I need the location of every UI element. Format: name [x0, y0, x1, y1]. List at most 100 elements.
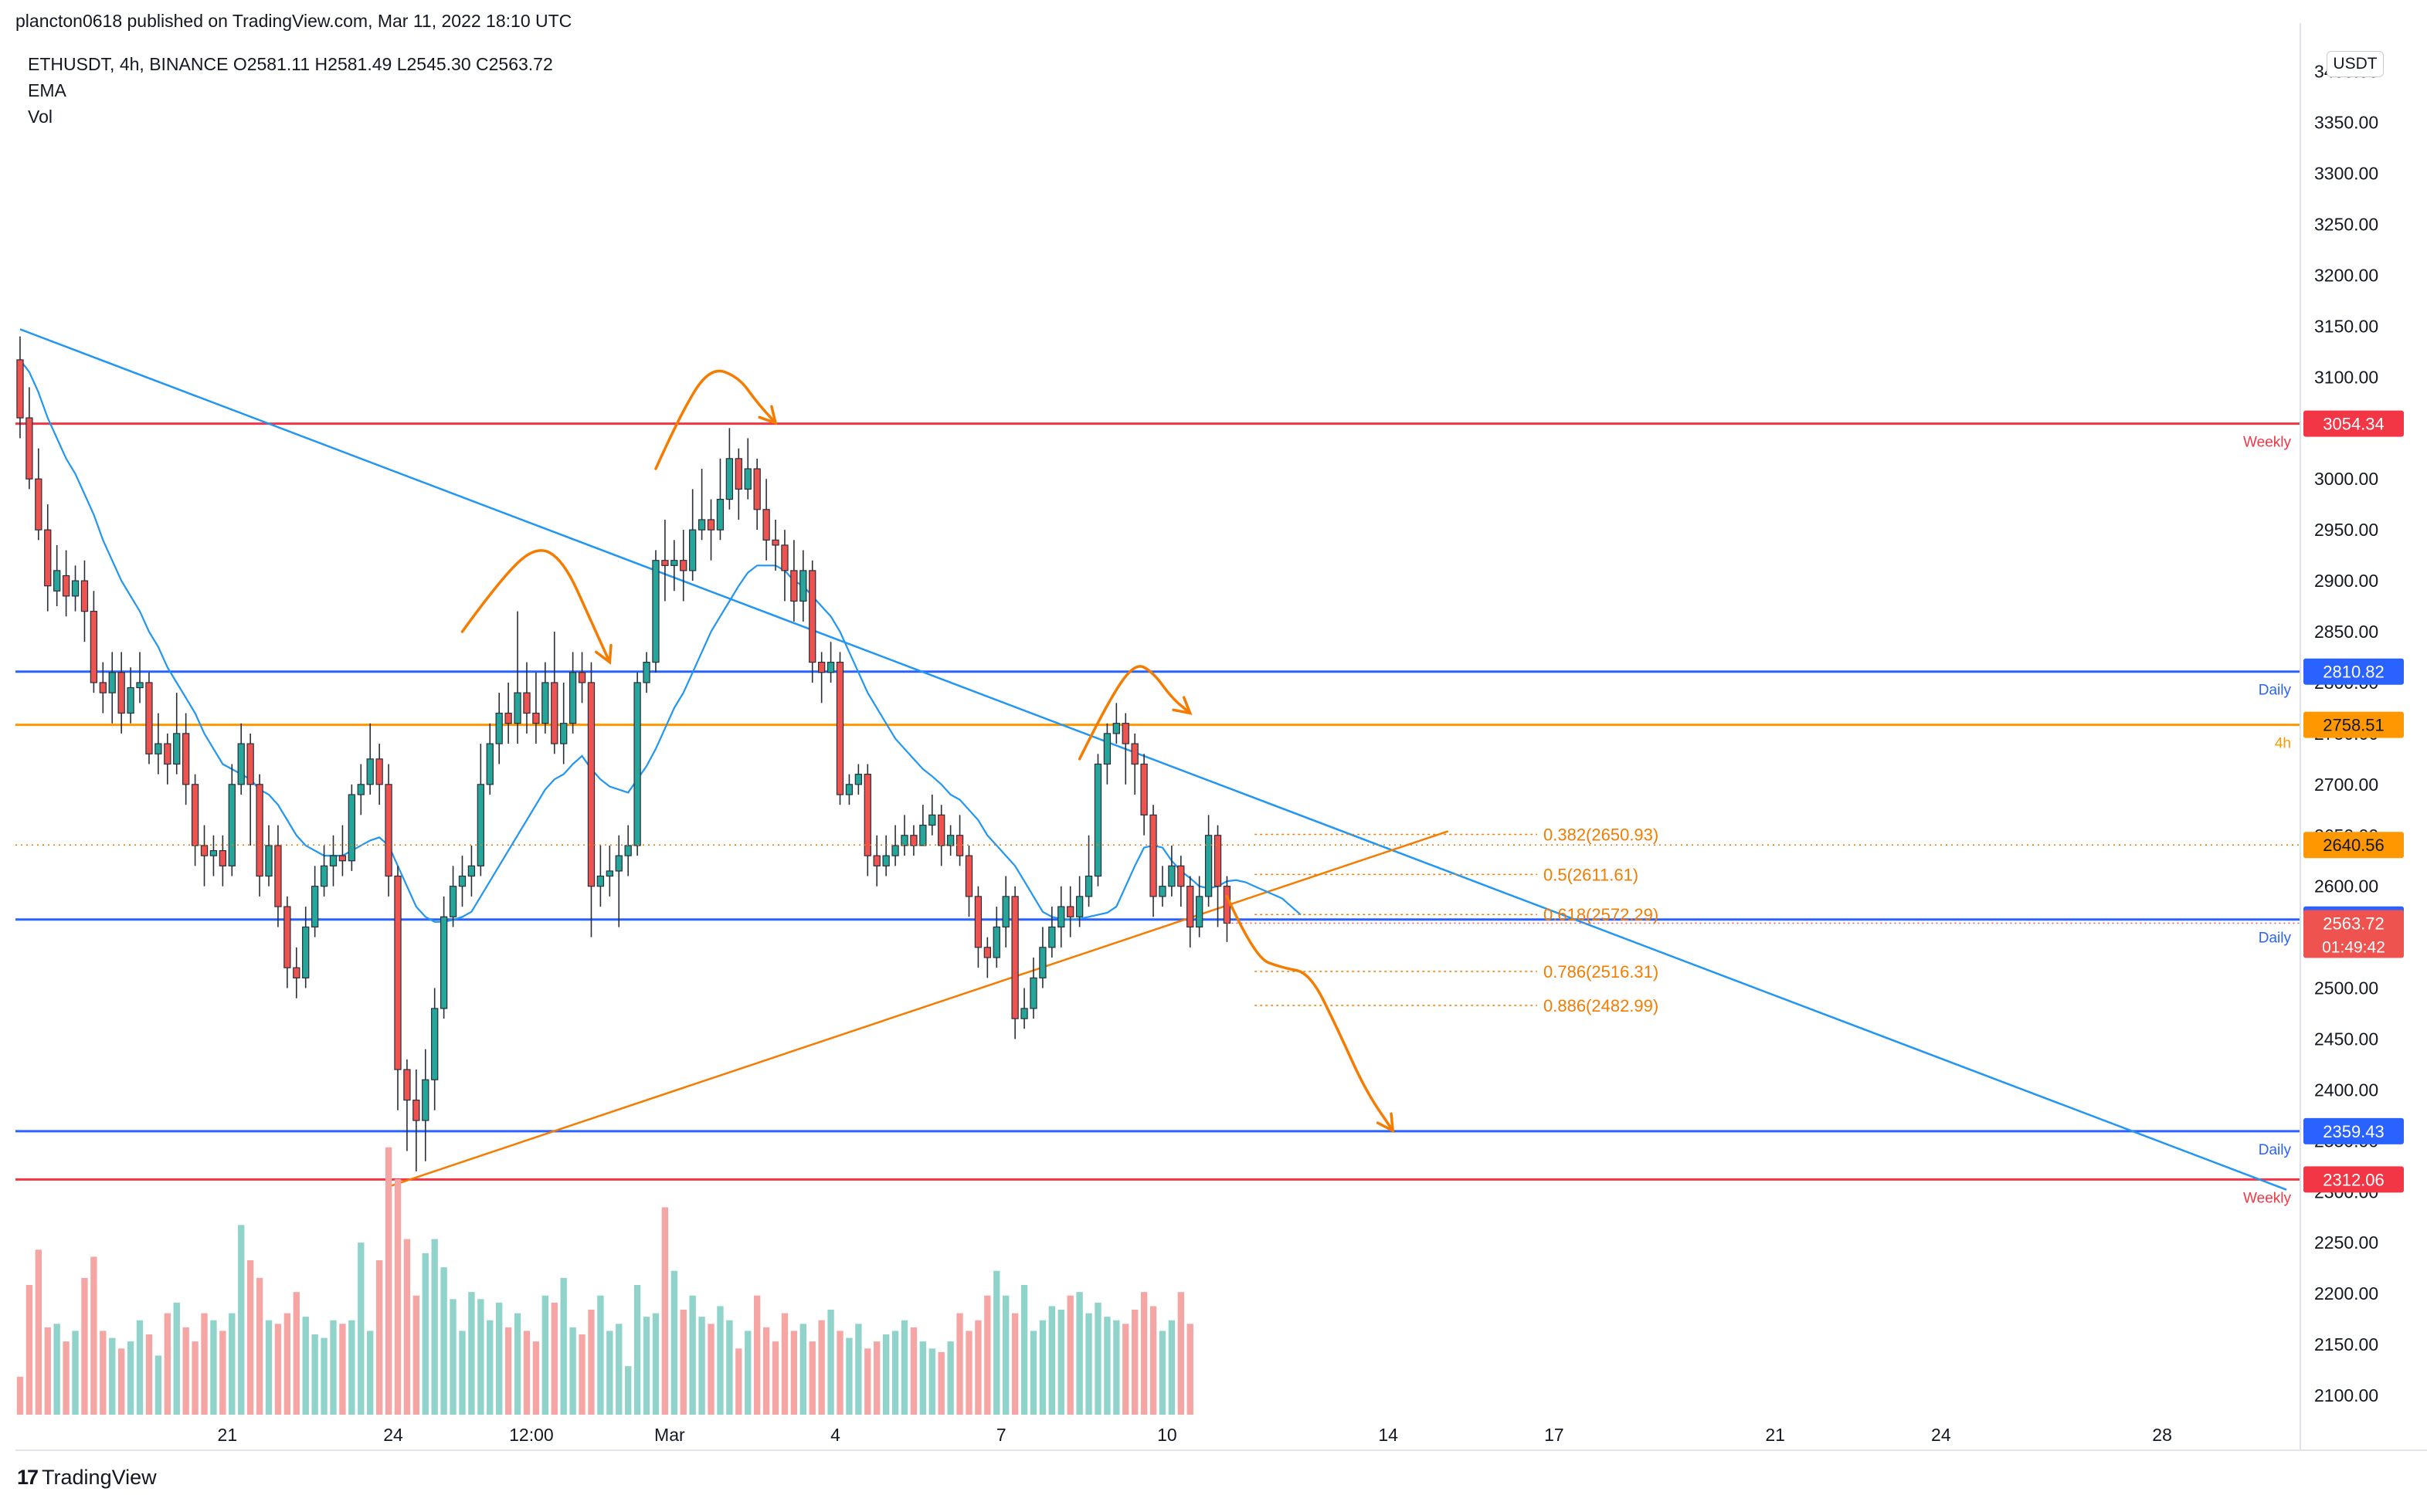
candle[interactable] — [698, 469, 706, 541]
candle[interactable] — [938, 805, 945, 866]
candle[interactable] — [200, 825, 209, 887]
candle[interactable] — [1030, 958, 1037, 1019]
candle[interactable] — [707, 499, 715, 561]
candle[interactable] — [117, 652, 125, 734]
candle[interactable] — [1131, 733, 1139, 795]
candle[interactable] — [809, 560, 816, 683]
candle[interactable] — [403, 1059, 411, 1151]
candle[interactable] — [716, 458, 725, 541]
candle[interactable] — [256, 774, 263, 897]
candle[interactable] — [1002, 876, 1010, 948]
candle[interactable] — [431, 988, 439, 1110]
symbol-ohlc-legend[interactable]: ETHUSDT, 4h, BINANCE O2581.11 H2581.49 L… — [28, 54, 553, 74]
candle[interactable] — [1177, 856, 1185, 907]
candle[interactable] — [514, 611, 521, 744]
candle[interactable] — [219, 835, 227, 887]
candle[interactable] — [1223, 876, 1231, 942]
candle[interactable] — [1186, 876, 1194, 948]
candle[interactable] — [173, 693, 181, 775]
arrow-curve-2[interactable] — [654, 369, 777, 470]
candle[interactable] — [772, 519, 779, 571]
candle[interactable] — [191, 774, 199, 866]
candle[interactable] — [495, 693, 503, 764]
candle[interactable] — [744, 438, 752, 500]
candle[interactable] — [25, 387, 33, 490]
candle[interactable] — [1103, 723, 1112, 785]
candle[interactable] — [99, 662, 107, 714]
candle[interactable] — [412, 1070, 420, 1171]
candle[interactable] — [817, 652, 826, 703]
candle[interactable] — [864, 764, 871, 876]
candle[interactable] — [283, 896, 291, 988]
candle[interactable] — [689, 489, 697, 581]
candle[interactable] — [228, 764, 236, 876]
candle[interactable] — [956, 815, 964, 866]
candle[interactable] — [62, 550, 70, 617]
candle[interactable] — [458, 856, 467, 907]
candle[interactable] — [422, 1049, 429, 1161]
candle[interactable] — [670, 540, 678, 592]
candle[interactable] — [836, 652, 844, 805]
candle[interactable] — [910, 825, 918, 856]
candle[interactable] — [596, 845, 605, 907]
candle[interactable] — [523, 662, 531, 734]
candle[interactable] — [845, 774, 854, 805]
candle[interactable] — [293, 947, 300, 998]
ascending-trendline[interactable] — [388, 830, 1449, 1188]
candle[interactable] — [385, 764, 392, 897]
candle[interactable] — [1159, 866, 1166, 907]
candle[interactable] — [615, 835, 623, 927]
candle[interactable] — [182, 713, 190, 805]
candle[interactable] — [965, 845, 973, 917]
descending-trendline[interactable] — [19, 328, 2287, 1191]
vol-indicator-label[interactable]: Vol — [28, 107, 53, 127]
candle[interactable] — [532, 672, 540, 744]
candle[interactable] — [1039, 927, 1047, 988]
candle[interactable] — [348, 784, 356, 871]
arrow-curve-3[interactable] — [1078, 665, 1192, 761]
candle[interactable] — [624, 825, 632, 876]
candle[interactable] — [891, 825, 899, 866]
candle[interactable] — [1112, 703, 1120, 744]
candle[interactable] — [44, 504, 52, 612]
candle[interactable] — [1149, 805, 1157, 917]
candle[interactable] — [1094, 754, 1102, 887]
candle[interactable] — [735, 448, 742, 520]
candle[interactable] — [919, 805, 927, 846]
candle[interactable] — [136, 652, 144, 703]
ema-line[interactable] — [19, 359, 1302, 923]
candle[interactable] — [274, 825, 282, 927]
candle[interactable] — [477, 744, 484, 876]
candle[interactable] — [541, 662, 549, 734]
candle[interactable] — [311, 866, 319, 937]
candle[interactable] — [1140, 754, 1148, 836]
candle[interactable] — [1085, 835, 1093, 907]
candle[interactable] — [652, 550, 660, 673]
arrow-curve-1[interactable] — [460, 549, 612, 664]
candle[interactable] — [873, 835, 881, 887]
candle[interactable] — [1075, 876, 1084, 927]
candle[interactable] — [164, 733, 171, 785]
candle[interactable] — [781, 530, 789, 602]
candle[interactable] — [394, 866, 402, 1110]
candle[interactable] — [127, 667, 134, 724]
candle[interactable] — [606, 845, 613, 897]
candle[interactable] — [928, 795, 936, 836]
candle[interactable] — [790, 540, 798, 622]
candle[interactable] — [560, 682, 568, 764]
candle[interactable] — [237, 723, 245, 795]
candle[interactable] — [145, 672, 153, 764]
candle[interactable] — [375, 744, 383, 805]
candle[interactable] — [504, 682, 512, 744]
candle[interactable] — [551, 632, 558, 754]
candle[interactable] — [71, 565, 80, 612]
candle[interactable] — [1204, 815, 1213, 907]
candle[interactable] — [154, 713, 162, 775]
candle[interactable] — [680, 530, 687, 602]
candle[interactable] — [827, 642, 835, 683]
candle[interactable] — [1057, 886, 1065, 948]
candle[interactable] — [108, 652, 116, 724]
candle[interactable] — [366, 723, 374, 795]
candle[interactable] — [449, 866, 457, 927]
candle[interactable] — [35, 448, 42, 541]
